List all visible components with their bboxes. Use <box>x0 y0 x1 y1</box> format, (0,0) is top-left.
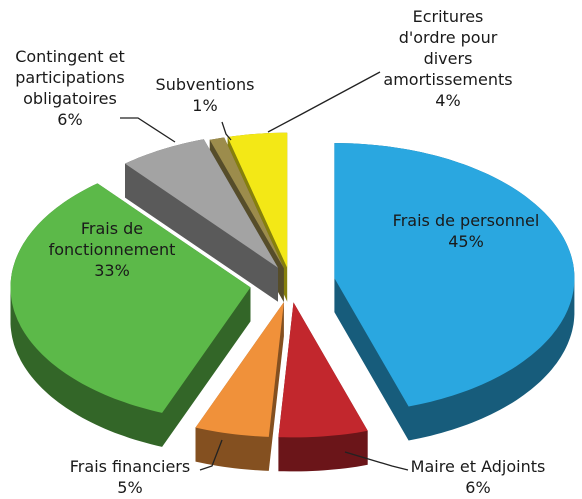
category-label: Frais de personnel <box>392 211 540 230</box>
slice <box>334 143 575 407</box>
value-label: 6% <box>57 110 83 129</box>
category-label: Ecritures d'ordre pour divers amortissem… <box>383 7 513 89</box>
slice-label: Maire et Adjoints 6% <box>383 456 573 498</box>
value-label: 45% <box>448 232 484 251</box>
slice-label: Subventions 1% <box>145 74 265 116</box>
leader-line <box>267 71 381 133</box>
value-label: 5% <box>117 478 143 497</box>
value-label: 4% <box>435 91 461 110</box>
category-label: Frais de fonctionnement <box>48 219 176 259</box>
value-label: 1% <box>192 96 218 115</box>
category-label: Contingent et participations obligatoire… <box>15 47 125 108</box>
slice-label: Frais de personnel 45% <box>366 210 566 252</box>
slice <box>125 139 278 268</box>
slice <box>227 132 288 268</box>
value-label: 6% <box>465 478 491 497</box>
slice <box>209 137 284 269</box>
slice <box>10 183 251 413</box>
slice <box>195 302 284 437</box>
category-label: Subventions <box>155 75 255 94</box>
slice-label: Ecritures d'ordre pour divers amortissem… <box>353 6 543 111</box>
leader-line <box>344 451 409 471</box>
slice-label: Frais de fonctionnement 33% <box>27 218 197 281</box>
slice-label: Contingent et participations obligatoire… <box>0 46 145 130</box>
leader-line <box>199 439 223 471</box>
category-label: Maire et Adjoints <box>410 457 546 476</box>
category-label: Frais financiers <box>69 457 191 476</box>
value-label: 33% <box>94 261 130 280</box>
leader-line <box>120 117 176 143</box>
slice <box>278 302 368 438</box>
leader-line <box>221 121 232 141</box>
slice-label: Frais financiers 5% <box>35 456 225 498</box>
